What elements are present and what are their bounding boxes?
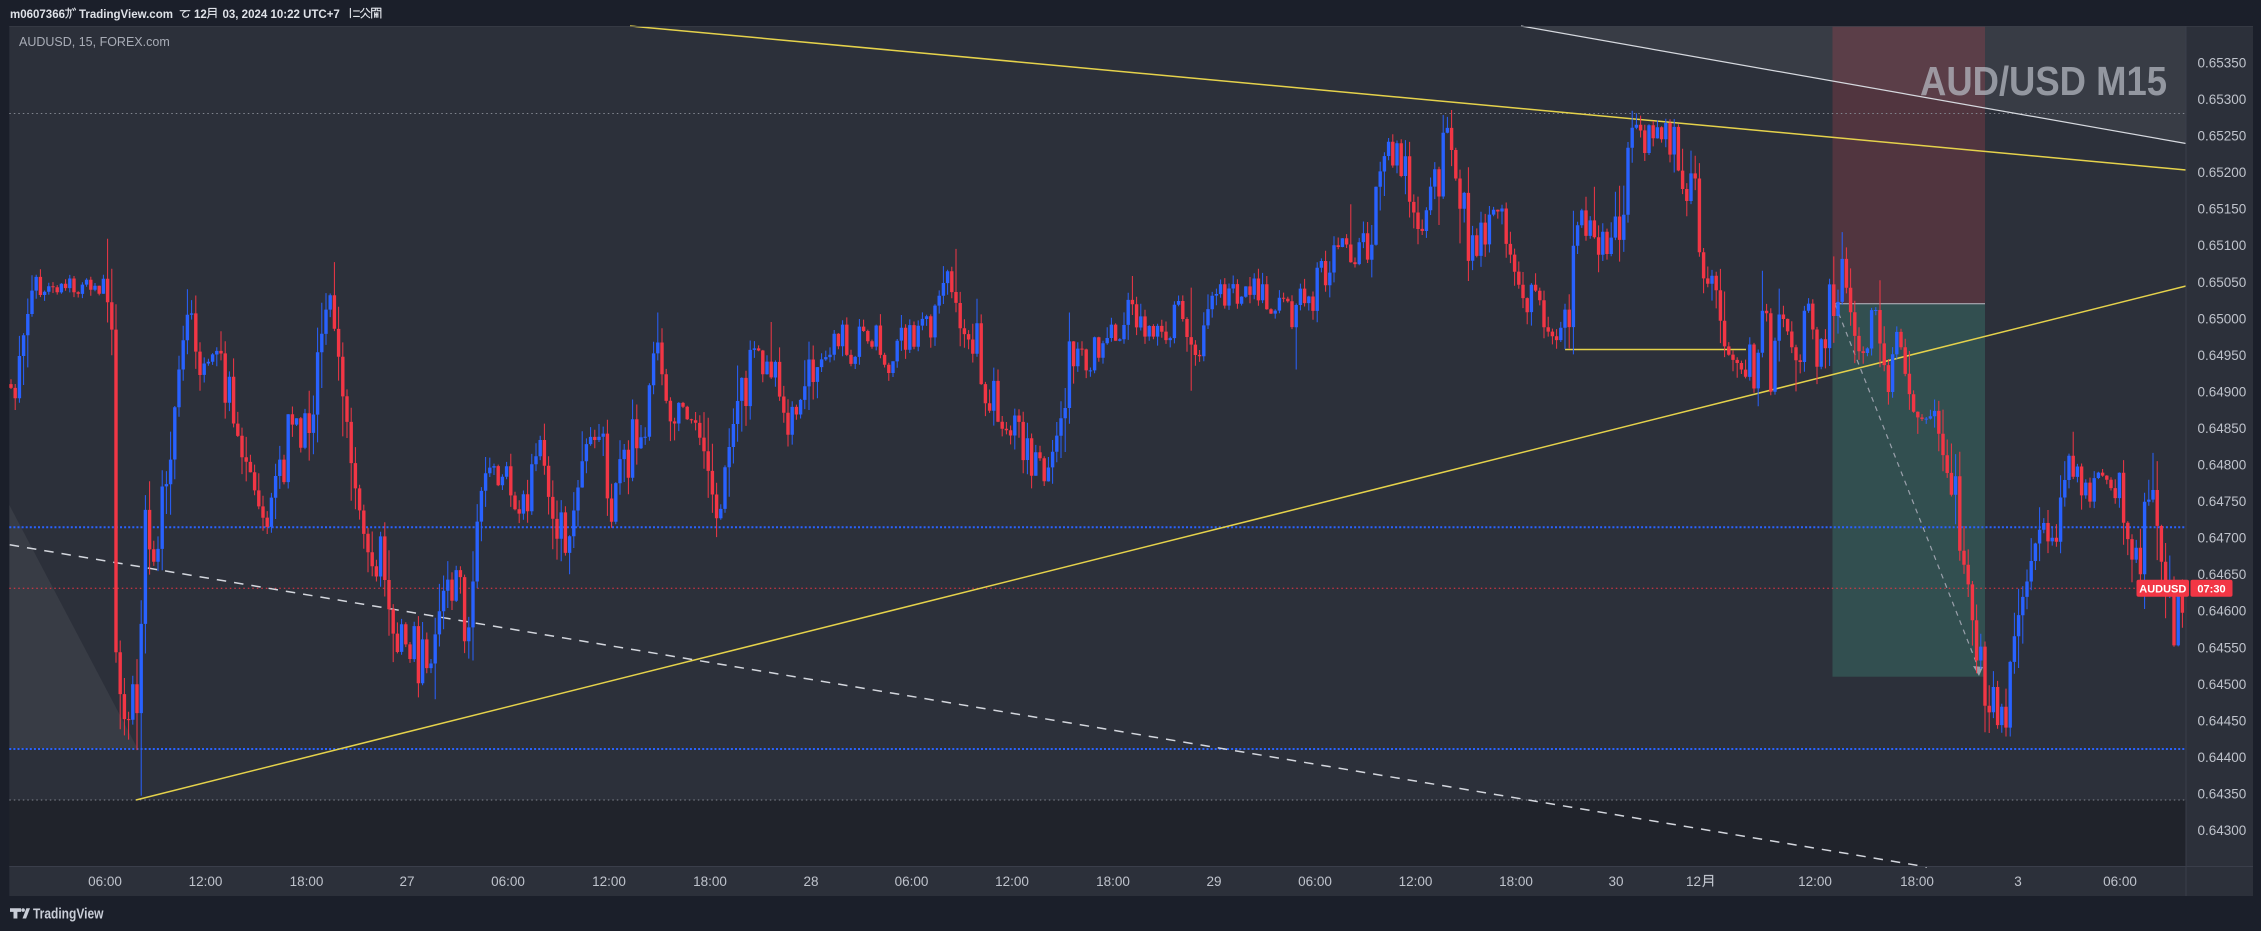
- svg-text:0.65250: 0.65250: [2198, 129, 2247, 144]
- svg-text:0.65350: 0.65350: [2198, 56, 2247, 71]
- svg-text:0.64900: 0.64900: [2198, 384, 2247, 399]
- svg-text:12:00: 12:00: [1798, 874, 1832, 889]
- svg-text:0.64450: 0.64450: [2198, 713, 2247, 728]
- svg-text:AUDUSD, 15, FOREX.com: AUDUSD, 15, FOREX.com: [19, 35, 170, 49]
- svg-text:TradingView.com: TradingView.com: [79, 9, 173, 21]
- svg-text:06:00: 06:00: [88, 874, 122, 889]
- svg-text:0.64650: 0.64650: [2198, 567, 2247, 582]
- svg-text:06:00: 06:00: [2103, 874, 2137, 889]
- svg-text:0.64400: 0.64400: [2198, 750, 2247, 765]
- svg-text:3: 3: [2014, 874, 2022, 889]
- svg-text:30: 30: [1608, 874, 1623, 889]
- svg-text:0.65200: 0.65200: [2198, 165, 2247, 180]
- svg-text:06:00: 06:00: [1298, 874, 1332, 889]
- svg-text:18:00: 18:00: [693, 874, 727, 889]
- svg-text:0.64850: 0.64850: [2198, 421, 2247, 436]
- svg-text:07:30: 07:30: [2197, 584, 2225, 596]
- svg-text:12: 12: [194, 9, 207, 21]
- svg-text:0.64500: 0.64500: [2198, 677, 2247, 692]
- svg-text:18:00: 18:00: [1096, 874, 1130, 889]
- svg-text:0.65000: 0.65000: [2198, 311, 2247, 326]
- svg-text:27: 27: [399, 874, 414, 889]
- svg-text:03, 2024 10:22 UTC+7: 03, 2024 10:22 UTC+7: [223, 9, 340, 21]
- svg-text:0.65300: 0.65300: [2198, 92, 2247, 107]
- svg-text:0.64950: 0.64950: [2198, 348, 2247, 363]
- svg-text:12: 12: [1686, 874, 1701, 889]
- svg-text:AUDUSD: AUDUSD: [2139, 584, 2186, 596]
- svg-text:0.64300: 0.64300: [2198, 823, 2247, 838]
- svg-text:12:00: 12:00: [1399, 874, 1433, 889]
- svg-text:18:00: 18:00: [1499, 874, 1533, 889]
- svg-text:TradingView: TradingView: [33, 906, 104, 923]
- svg-text:0.64550: 0.64550: [2198, 640, 2247, 655]
- svg-text:m0607366: m0607366: [10, 9, 65, 21]
- svg-text:0.64750: 0.64750: [2198, 494, 2247, 509]
- svg-text:0.64600: 0.64600: [2198, 604, 2247, 619]
- svg-text:18:00: 18:00: [1900, 874, 1934, 889]
- svg-text:0.64700: 0.64700: [2198, 531, 2247, 546]
- svg-text:AUD/USD M15: AUD/USD M15: [1920, 58, 2167, 104]
- svg-text:0.64800: 0.64800: [2198, 458, 2247, 473]
- svg-text:18:00: 18:00: [290, 874, 324, 889]
- svg-text:0.65050: 0.65050: [2198, 275, 2247, 290]
- svg-text:0.64350: 0.64350: [2198, 787, 2247, 802]
- svg-text:0.65100: 0.65100: [2198, 238, 2247, 253]
- svg-text:12:00: 12:00: [592, 874, 626, 889]
- svg-text:0.65150: 0.65150: [2198, 202, 2247, 217]
- svg-text:06:00: 06:00: [491, 874, 525, 889]
- svg-text:06:00: 06:00: [895, 874, 929, 889]
- svg-text:12:00: 12:00: [995, 874, 1029, 889]
- svg-text:28: 28: [803, 874, 818, 889]
- svg-text:29: 29: [1206, 874, 1221, 889]
- svg-text:12:00: 12:00: [189, 874, 223, 889]
